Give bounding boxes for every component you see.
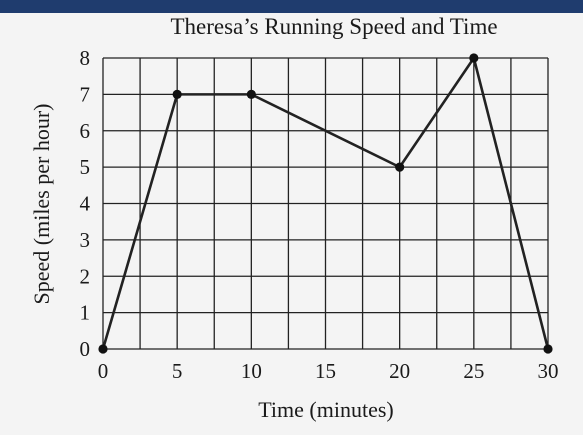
data-points bbox=[98, 53, 553, 354]
y-tick-label: 1 bbox=[80, 301, 91, 325]
y-tick-label: 8 bbox=[80, 46, 91, 70]
x-tick-label: 20 bbox=[389, 359, 410, 383]
y-axis-label: Speed (miles per hour) bbox=[29, 104, 54, 305]
x-tick-labels: 0 5 10 15 20 25 30 bbox=[98, 359, 559, 383]
x-tick-label: 10 bbox=[241, 359, 262, 383]
data-point bbox=[395, 162, 405, 172]
y-tick-label: 3 bbox=[80, 228, 91, 252]
y-tick-label: 6 bbox=[80, 119, 91, 143]
chart-title: Theresa’s Running Speed and Time bbox=[170, 14, 497, 39]
x-tick-label: 25 bbox=[463, 359, 484, 383]
y-tick-labels: 0 1 2 3 4 5 6 7 8 bbox=[80, 46, 91, 361]
data-point bbox=[98, 344, 108, 354]
series-line-path bbox=[101, 56, 550, 350]
data-point bbox=[469, 53, 479, 63]
y-tick-label: 5 bbox=[80, 155, 91, 179]
data-point bbox=[543, 344, 553, 354]
y-tick-label: 2 bbox=[80, 264, 91, 288]
x-tick-label: 5 bbox=[172, 359, 183, 383]
y-tick-label: 4 bbox=[80, 192, 91, 216]
x-tick-label: 30 bbox=[538, 359, 559, 383]
series-line bbox=[101, 56, 550, 350]
y-tick-label: 7 bbox=[80, 82, 91, 106]
grid bbox=[102, 57, 549, 350]
data-point bbox=[246, 89, 256, 99]
x-axis-label: Time (minutes) bbox=[258, 397, 393, 422]
y-tick-label: 0 bbox=[80, 337, 91, 361]
x-tick-label: 0 bbox=[98, 359, 109, 383]
data-point bbox=[172, 89, 182, 99]
x-tick-label: 15 bbox=[315, 359, 336, 383]
top-bar bbox=[0, 0, 583, 13]
